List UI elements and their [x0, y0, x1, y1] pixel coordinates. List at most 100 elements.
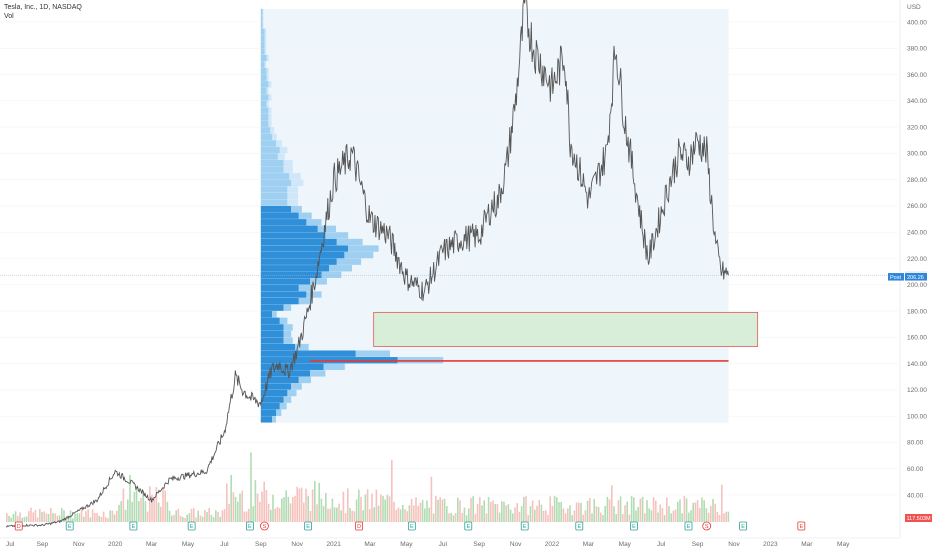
volume-profile-bar: [317, 225, 337, 233]
volume-bar: [56, 515, 59, 522]
dividend-marker: [14, 521, 23, 531]
volume-bar: [494, 503, 496, 522]
volume-bar: [514, 507, 516, 522]
volume-bar: [619, 496, 622, 522]
volume-bar: [98, 515, 100, 522]
volume-profile-bar: [264, 48, 267, 55]
earnings-marker-label: E: [306, 524, 310, 530]
volume-profile-bar: [260, 278, 311, 285]
volume-bar: [448, 513, 450, 522]
volume-bar: [461, 512, 463, 522]
earnings-marker-label: E: [68, 524, 72, 530]
volume-bar: [633, 497, 635, 522]
volume-bar: [547, 514, 549, 522]
volume-bar: [309, 510, 312, 522]
volume-bar: [507, 504, 510, 522]
volume-bar: [518, 511, 521, 522]
volume-bar: [443, 498, 446, 522]
volume-bar: [138, 501, 140, 522]
volume-profile-bar: [260, 107, 269, 114]
earnings-marker-label: E: [523, 524, 527, 530]
volume-bar: [58, 515, 61, 522]
volume-bar: [485, 513, 488, 522]
volume-bar: [307, 495, 309, 522]
volume-profile-bar: [268, 107, 272, 114]
volume-bar: [171, 515, 173, 522]
earnings-marker: [65, 521, 74, 531]
volume-bar: [151, 494, 153, 522]
y-tick-label: 180.00: [907, 308, 927, 315]
volume-bar: [243, 511, 246, 522]
x-tick-label: Sep: [255, 541, 267, 548]
volume-bar: [637, 506, 639, 522]
volume-bar: [320, 498, 323, 522]
volume-bar: [397, 507, 400, 522]
volume-bar: [349, 507, 351, 522]
volume-bar: [298, 488, 301, 522]
volume-profile-bar: [336, 258, 362, 265]
volume-bar: [384, 499, 386, 522]
volume-bar: [133, 491, 136, 522]
earnings-marker: [684, 521, 693, 531]
volume-bar: [474, 514, 477, 522]
volume-bar: [437, 499, 439, 522]
symbol-title[interactable]: Tesla, Inc., 1D, NASDAQ: [4, 4, 82, 11]
volume-bar: [501, 501, 503, 522]
volume-bar: [6, 513, 8, 522]
volume-bar: [146, 511, 149, 522]
volume-profile-bar: [306, 219, 322, 226]
volume-bar: [204, 509, 206, 522]
volume-bar: [439, 497, 441, 522]
post-price-tag: [905, 273, 927, 281]
earnings-marker-label: E: [190, 524, 194, 530]
volume-bar: [595, 506, 598, 522]
volume-profile-bar: [264, 41, 267, 49]
x-tick-label: Jul: [220, 541, 229, 548]
volume-profile-bar: [336, 238, 363, 246]
volume-bar: [492, 500, 494, 522]
volume-profile-bar: [260, 87, 267, 95]
volume-bar: [259, 501, 261, 522]
volume-bar: [468, 508, 470, 522]
volume-profile-bar: [260, 383, 292, 390]
volume-profile-bar: [260, 133, 273, 141]
post-price-label: 206.26: [907, 275, 924, 281]
volume-bar: [516, 503, 518, 522]
volume-bar: [127, 499, 129, 522]
volume-bar: [465, 515, 468, 522]
earnings-marker: [407, 521, 416, 531]
volume-bar: [245, 511, 248, 522]
volume-bar: [723, 513, 725, 522]
volume-bar: [613, 506, 615, 522]
future-marker: [797, 521, 806, 531]
volume-bar: [223, 509, 226, 522]
volume-bar: [105, 517, 107, 522]
volume-profile-bar: [260, 245, 349, 252]
volume-profile-bar: [264, 28, 267, 35]
volume-tag: [905, 514, 932, 522]
volume-profile-bar: [260, 284, 299, 292]
volume-profile-bar: [260, 81, 269, 88]
x-tick-label: Nov: [510, 541, 522, 548]
earnings-marker: [245, 521, 254, 531]
volume-bar: [230, 474, 232, 522]
volume-bar: [193, 508, 195, 522]
volume-bar: [402, 505, 404, 522]
volume-bar: [19, 512, 21, 522]
volume-bar: [641, 496, 644, 522]
volume-bar: [441, 499, 444, 522]
volume-bar: [534, 509, 536, 522]
volume-profile-bar: [260, 265, 330, 272]
volume-bar: [234, 496, 237, 522]
volume-profile-bar: [262, 8, 264, 16]
volume-bar: [322, 506, 325, 522]
volume-bar: [426, 500, 428, 522]
volume-bar: [450, 512, 452, 522]
post-market-label: Post: [890, 275, 901, 281]
volume-indicator-label[interactable]: Vol: [4, 13, 14, 20]
volume-bar: [608, 499, 611, 522]
volume-bar: [124, 509, 127, 522]
volume-profile-bar: [268, 120, 272, 127]
volume-bar: [545, 510, 547, 522]
